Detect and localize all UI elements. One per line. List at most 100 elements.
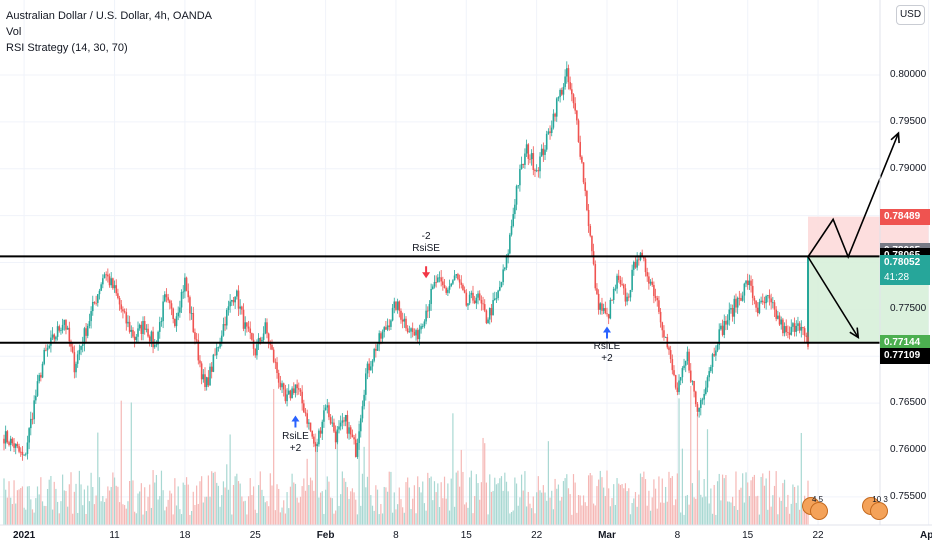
volume-bar <box>341 471 343 525</box>
volume-bar <box>353 492 355 525</box>
volume-bar <box>20 487 22 525</box>
volume-bar <box>155 474 158 525</box>
volume-bar <box>448 510 451 525</box>
candle-body <box>473 300 476 304</box>
volume-bar <box>648 490 650 525</box>
volume-bar <box>641 476 643 525</box>
time-tick-label: 15 <box>742 530 754 541</box>
volume-bar <box>785 506 787 525</box>
volume-bar <box>445 498 447 525</box>
candle-body <box>643 256 645 259</box>
signal-label: RsiLE <box>593 341 621 353</box>
time-tick-label: 22 <box>531 530 543 541</box>
volume-bar <box>304 490 307 525</box>
volume-bar <box>564 478 566 525</box>
candle-body <box>763 302 766 304</box>
volume-bar <box>536 492 538 525</box>
volume-bar <box>170 493 173 525</box>
candle-body <box>718 329 721 345</box>
volume-bar <box>604 496 606 525</box>
volume-bar <box>360 505 362 525</box>
candle-body <box>304 412 307 414</box>
projection-arrows[interactable] <box>807 131 900 340</box>
candle-body <box>576 110 578 121</box>
volume-bar <box>363 446 365 525</box>
volume-bar <box>365 487 367 525</box>
candle-body <box>726 320 729 325</box>
candle-body <box>803 328 806 336</box>
projection-down-arrow <box>807 256 859 338</box>
candle-body <box>805 335 808 337</box>
candle-body <box>234 296 236 303</box>
volume-bar <box>28 486 30 525</box>
candle-body <box>447 289 449 293</box>
volume-bar <box>139 491 141 525</box>
candle-body <box>698 407 700 412</box>
candle-body <box>592 251 595 265</box>
candle-body <box>716 344 719 351</box>
volume-bar <box>758 514 761 525</box>
candle-body <box>8 442 10 445</box>
candle-body <box>93 301 96 303</box>
candle-body <box>710 366 712 372</box>
volume-bar <box>129 480 131 525</box>
volume-bar <box>185 477 188 525</box>
candle-body <box>13 443 15 448</box>
volume-bar <box>460 449 462 525</box>
candle-body <box>373 348 375 361</box>
candle-body <box>408 331 411 333</box>
candle-body <box>309 422 312 431</box>
volume-bar <box>283 500 285 525</box>
candle-body <box>31 418 34 420</box>
volume-bar <box>127 501 129 525</box>
volume-bar <box>45 506 47 525</box>
currency-button[interactable]: USD <box>896 5 925 25</box>
volume-bar <box>115 485 117 525</box>
volume-bar <box>644 479 647 525</box>
volume-bar <box>175 505 178 525</box>
candle-body <box>480 299 483 304</box>
volume-bar <box>484 443 486 525</box>
candle-body <box>705 387 707 395</box>
candle-body <box>777 315 779 319</box>
candle-body <box>158 322 161 332</box>
volume-bar <box>412 498 414 525</box>
candle-body <box>145 328 148 330</box>
horizontal-levels[interactable] <box>0 255 880 344</box>
candle-body <box>741 295 744 301</box>
volume-bar <box>755 496 757 525</box>
volume-bar <box>390 471 392 525</box>
volume-bar <box>529 503 531 525</box>
candle-body <box>435 281 437 283</box>
candle-body <box>190 313 193 314</box>
candle-body <box>756 307 759 314</box>
volume-legend[interactable]: Vol <box>6 26 22 38</box>
volume-bar <box>217 485 219 525</box>
candle-body <box>179 307 181 313</box>
candle-body <box>467 303 469 306</box>
candle-body <box>343 420 345 422</box>
volume-bar <box>157 499 159 525</box>
strategy-legend[interactable]: RSI Strategy (14, 30, 70) <box>6 42 128 54</box>
volume-bar <box>649 510 652 525</box>
volume-bar <box>345 481 347 525</box>
candle-body <box>540 148 543 157</box>
volume-bar <box>206 496 208 525</box>
volume-bar <box>646 505 648 525</box>
volume-bar <box>571 514 573 525</box>
volume-bar <box>616 478 618 525</box>
volume-bar <box>671 476 673 525</box>
volume-bar <box>686 494 688 525</box>
candle-body <box>731 308 734 317</box>
candle-body <box>564 76 566 87</box>
candle-body <box>195 339 198 341</box>
volume-bar <box>134 511 136 525</box>
volume-bar <box>388 471 390 525</box>
volume-bar <box>698 470 700 525</box>
volume-bar <box>269 473 271 525</box>
symbol-title[interactable]: Australian Dollar / U.S. Dollar, 4h, OAN… <box>6 10 213 22</box>
volume-bar <box>762 473 764 525</box>
volume-bar <box>18 489 20 525</box>
candle-body <box>329 417 332 424</box>
